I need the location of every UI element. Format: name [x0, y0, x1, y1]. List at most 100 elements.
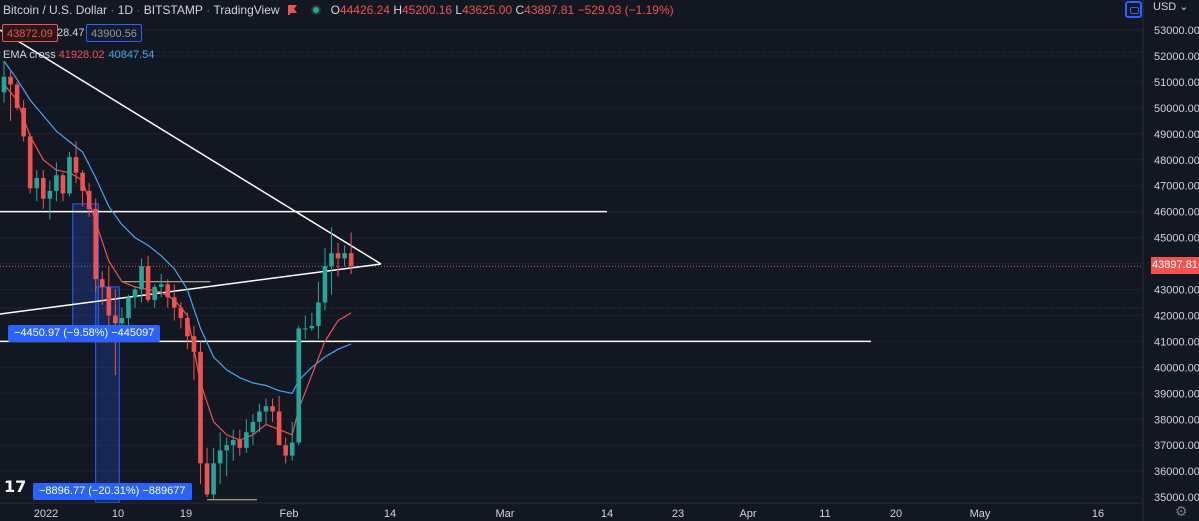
time-tick-label: 23	[672, 508, 684, 520]
candle-body	[21, 107, 26, 137]
candle	[211, 447, 216, 500]
price-tick-label: 52000.00	[1154, 51, 1199, 63]
price-tick-label: 38000.00	[1154, 414, 1199, 426]
candle-body	[283, 445, 288, 456]
candle	[303, 315, 308, 339]
candle-body	[41, 177, 46, 199]
exchange-label: BITSTAMP	[143, 3, 203, 17]
descending-trendline	[0, 29, 382, 265]
candle-body	[316, 302, 321, 326]
candle-body	[276, 411, 282, 446]
candle-body	[303, 328, 308, 330]
buy-price-button[interactable]: 43900.56	[86, 24, 142, 42]
price-tick-label: 50000.00	[1154, 103, 1199, 115]
candle-body	[27, 136, 33, 189]
trendlines	[0, 29, 382, 315]
close-value: 43897.81	[524, 3, 575, 17]
time-tick-label: 2022	[34, 508, 58, 520]
candle-body	[93, 209, 98, 280]
candle	[237, 429, 243, 456]
candle	[283, 437, 288, 464]
price-tick-label: 40000.00	[1154, 362, 1199, 374]
currency-label: USD	[1153, 1, 1177, 13]
candle-body	[342, 253, 347, 259]
candle	[217, 432, 223, 485]
time-tick-label: Apr	[739, 508, 756, 520]
candle-body	[119, 318, 125, 324]
candle-body	[158, 284, 164, 287]
candle	[158, 273, 164, 298]
candle-body	[139, 266, 144, 290]
tradingview-logo[interactable]: 17	[4, 477, 27, 496]
candle-body	[1, 76, 7, 93]
candle	[230, 429, 236, 461]
candle	[329, 227, 334, 295]
candle	[132, 286, 138, 308]
panel-toggle-icon[interactable]	[1125, 1, 1142, 18]
candle	[8, 71, 13, 121]
gear-icon[interactable]: ⚙	[1175, 503, 1188, 519]
gridlines	[0, 29, 1143, 498]
candle	[99, 271, 105, 306]
currency-selector[interactable]: USD ⌄	[1153, 0, 1189, 13]
candle-body	[132, 289, 138, 298]
candle	[14, 81, 20, 111]
sell-price-button[interactable]: 43872.09	[2, 24, 58, 42]
price-tick-label: 45000.00	[1154, 233, 1199, 245]
candle-body	[289, 442, 295, 456]
candle	[152, 284, 157, 308]
spread-value: 28.47	[57, 27, 85, 39]
candle	[263, 398, 269, 425]
candle-body	[211, 463, 216, 495]
price-tick-label: 36000.00	[1154, 466, 1199, 478]
candle	[224, 437, 229, 477]
candle-body	[237, 440, 243, 448]
candle	[60, 172, 66, 202]
candle-body	[152, 286, 157, 300]
candle	[244, 419, 249, 453]
candle	[309, 312, 315, 332]
candle-body	[126, 297, 131, 319]
symbol-title[interactable]: Bitcoin / U.S. Dollar	[3, 3, 108, 17]
time-tick-label: 16	[1092, 508, 1104, 520]
flag-icon[interactable]	[287, 5, 297, 15]
candle-body	[106, 286, 112, 316]
candle	[145, 255, 151, 303]
ema-indicator-name: EMA cross	[3, 49, 56, 61]
candle-body	[8, 76, 13, 85]
candle-body	[165, 284, 171, 298]
price-tick-label: 51000.00	[1154, 77, 1199, 89]
candle-body	[335, 253, 341, 259]
measure-label-upper: −4450.97 (−9.58%) −445097	[8, 325, 161, 342]
interval-label[interactable]: 1D	[117, 3, 134, 17]
low-value: 43625.00	[462, 3, 513, 17]
time-tick-label: 20	[890, 508, 902, 520]
candle	[185, 312, 190, 350]
candle-body	[145, 266, 151, 300]
price-tick-label: 35000.00	[1154, 492, 1199, 504]
candle	[257, 403, 262, 433]
candle-body	[172, 297, 177, 308]
candle-body	[178, 307, 184, 319]
source-label: TradingView	[213, 3, 280, 17]
time-tick-label: 19	[180, 508, 192, 520]
price-tick-label: 37000.00	[1154, 440, 1199, 452]
candle	[342, 245, 347, 267]
candle-body	[257, 411, 262, 422]
candle-body	[73, 157, 79, 173]
candle	[270, 398, 275, 422]
candle	[80, 170, 85, 207]
time-tick-label: Feb	[280, 508, 299, 520]
candle-body	[86, 190, 92, 210]
candle	[198, 341, 203, 485]
candle	[67, 151, 72, 197]
ascending-trendline	[0, 263, 382, 315]
price-tick-label: 47000.00	[1154, 181, 1199, 193]
last-price-tag: 43897.81	[1151, 257, 1199, 274]
ema-slow-line	[3, 60, 352, 394]
ema-legend[interactable]: EMA cross 41928.02 40847.54	[3, 49, 154, 61]
candle-body	[191, 336, 197, 352]
market-status-icon	[310, 5, 321, 15]
